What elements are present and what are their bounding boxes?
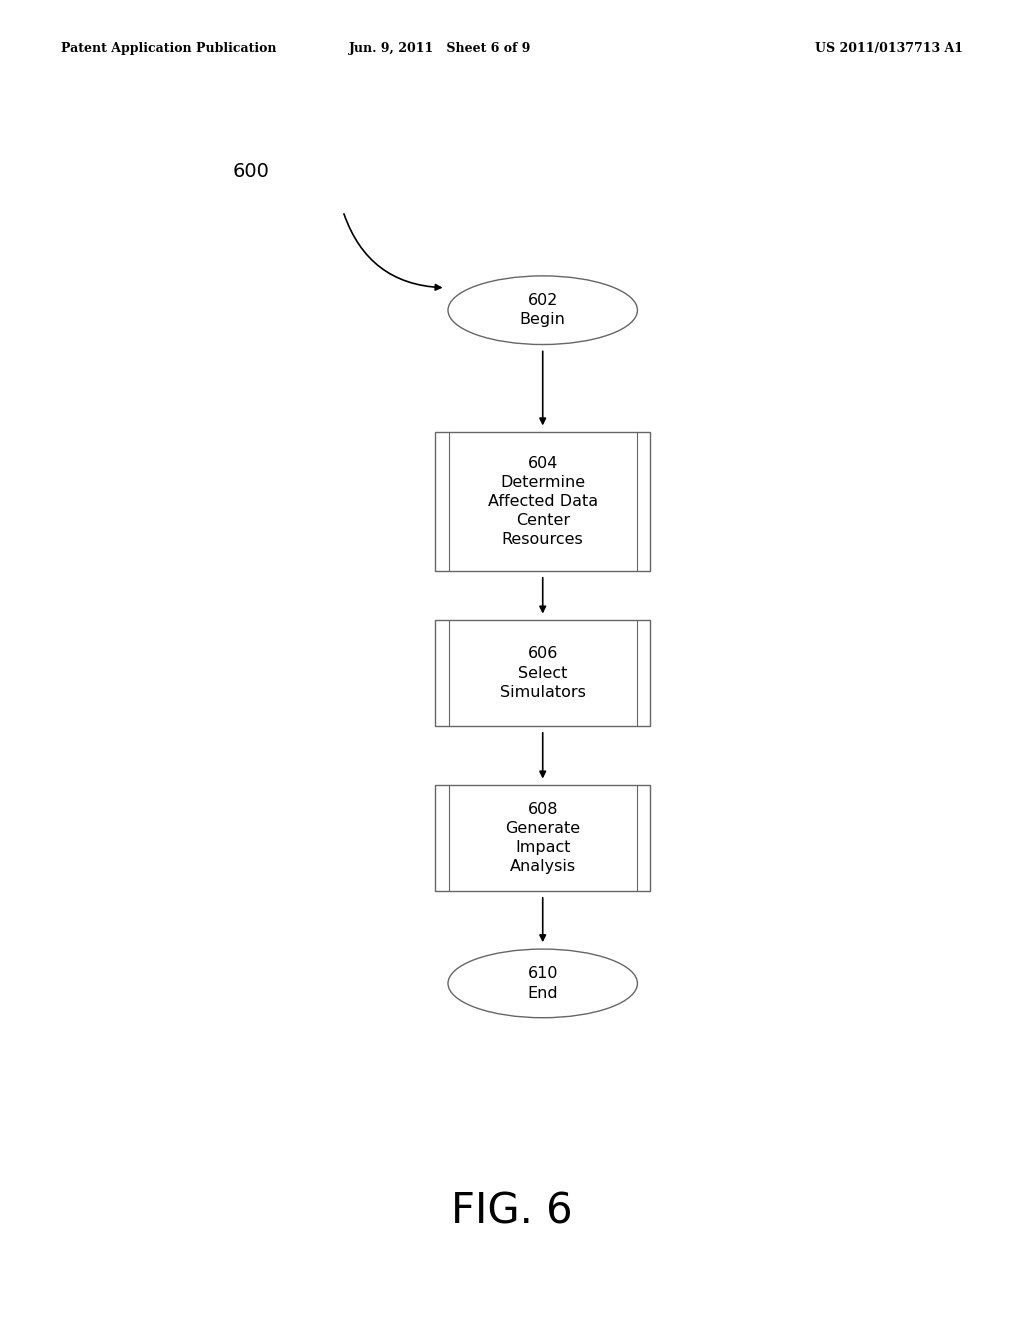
Text: Jun. 9, 2011   Sheet 6 of 9: Jun. 9, 2011 Sheet 6 of 9 [349, 42, 531, 55]
Text: 602
Begin: 602 Begin [520, 293, 565, 327]
Bar [435, 785, 650, 891]
Bar [435, 620, 650, 726]
Text: 600: 600 [232, 162, 269, 181]
Text: Patent Application Publication: Patent Application Publication [61, 42, 276, 55]
Text: 606
Select
Simulators: 606 Select Simulators [500, 647, 586, 700]
Ellipse shape [449, 949, 637, 1018]
Text: US 2011/0137713 A1: US 2011/0137713 A1 [814, 42, 963, 55]
Ellipse shape [449, 276, 637, 345]
Text: 608
Generate
Impact
Analysis: 608 Generate Impact Analysis [505, 801, 581, 874]
Text: 610
End: 610 End [527, 966, 558, 1001]
Bar [435, 433, 650, 570]
Text: 604
Determine
Affected Data
Center
Resources: 604 Determine Affected Data Center Resou… [487, 455, 598, 548]
Text: FIG. 6: FIG. 6 [452, 1191, 572, 1233]
